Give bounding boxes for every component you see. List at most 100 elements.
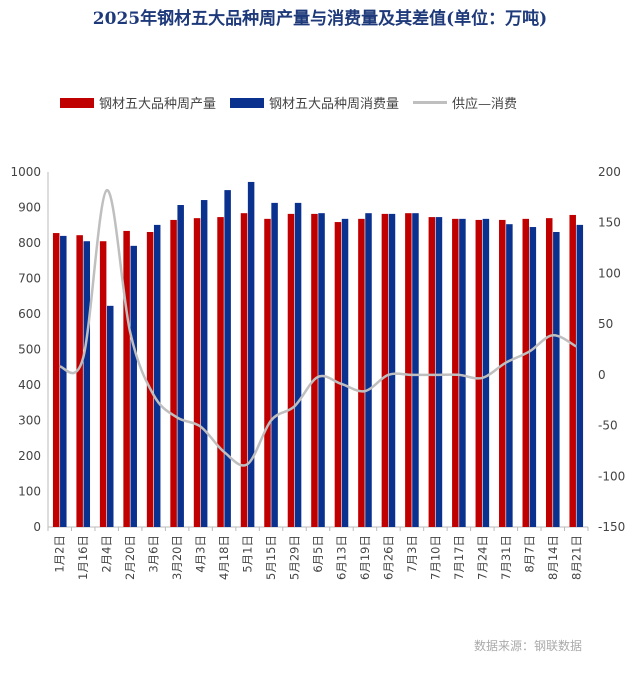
production-bar bbox=[358, 218, 365, 528]
consumption-bar bbox=[388, 213, 396, 527]
consumption-bar bbox=[506, 224, 513, 527]
x-tick-label: 4月3日 bbox=[194, 535, 208, 573]
x-tick-label: 5月1日 bbox=[241, 535, 255, 573]
left-tick-label: 300 bbox=[18, 414, 41, 428]
production-bar bbox=[264, 218, 271, 528]
consumption-bar bbox=[529, 227, 537, 527]
right-tick-label: 50 bbox=[598, 317, 613, 331]
production-bar bbox=[146, 231, 154, 527]
x-tick-label: 2月4日 bbox=[100, 535, 114, 573]
left-tick-label: 400 bbox=[18, 378, 41, 392]
production-bar bbox=[475, 219, 483, 528]
consumption-bar bbox=[482, 218, 490, 528]
left-tick-label: 500 bbox=[18, 343, 41, 357]
x-tick-label: 1月16日 bbox=[76, 535, 90, 580]
x-tick-label: 7月31日 bbox=[499, 535, 513, 580]
consumption-bar bbox=[318, 213, 325, 527]
consumption-bar bbox=[271, 202, 278, 527]
consumption-bar bbox=[224, 190, 231, 528]
legend-item-consumption: 钢材五大品种周消费量 bbox=[230, 93, 399, 112]
production-bar bbox=[545, 218, 553, 527]
right-tick-label: 200 bbox=[598, 165, 621, 179]
right-tick-label: 150 bbox=[598, 216, 621, 230]
legend-swatch bbox=[413, 101, 448, 104]
production-bar bbox=[99, 241, 107, 527]
x-tick-label: 1月2日 bbox=[53, 535, 67, 573]
right-tick-label: -50 bbox=[598, 419, 618, 433]
consumption-bar bbox=[459, 218, 466, 528]
x-tick-label: 3月20日 bbox=[170, 535, 184, 580]
legend-label: 钢材五大品种周产量 bbox=[99, 97, 217, 112]
x-tick-label: 8月14日 bbox=[546, 535, 560, 580]
consumption-bar bbox=[177, 205, 184, 527]
consumption-bar bbox=[294, 202, 302, 527]
x-tick-label: 6月5日 bbox=[311, 535, 325, 573]
legend-item-production: 钢材五大品种周产量 bbox=[60, 93, 216, 112]
production-bar bbox=[217, 217, 224, 527]
production-bar bbox=[381, 213, 389, 527]
x-tick-label: 5月15日 bbox=[264, 535, 278, 580]
x-tick-label: 7月10日 bbox=[428, 535, 442, 580]
consumption-bar bbox=[130, 245, 137, 527]
source-note: 数据来源：钢联数据 bbox=[473, 639, 582, 653]
difference-line bbox=[59, 188, 577, 467]
production-bar bbox=[522, 218, 530, 528]
consumption-bar bbox=[553, 231, 560, 527]
legend-label: 供应—消费 bbox=[452, 97, 518, 112]
left-tick-label: 600 bbox=[18, 307, 41, 321]
production-bar bbox=[123, 230, 130, 527]
consumption-bar bbox=[412, 213, 419, 527]
production-bar bbox=[334, 222, 342, 527]
legend-label: 钢材五大品种周消费量 bbox=[269, 97, 400, 112]
left-tick-label: 900 bbox=[18, 201, 41, 215]
x-tick-label: 8月21日 bbox=[569, 535, 583, 580]
consumption-bar bbox=[83, 241, 91, 527]
production-bar bbox=[499, 219, 506, 528]
x-tick-label: 6月26日 bbox=[381, 535, 395, 580]
left-tick-label: 1000 bbox=[10, 165, 41, 179]
x-tick-label: 7月17日 bbox=[452, 535, 466, 580]
left-tick-label: 700 bbox=[18, 272, 41, 286]
chart-title: 2025年钢材五大品种周产量与消费量及其差值(单位：万吨) bbox=[92, 9, 548, 29]
right-tick-label: -100 bbox=[598, 469, 625, 483]
legend-swatch bbox=[60, 97, 94, 108]
x-tick-label: 6月19日 bbox=[358, 535, 372, 580]
left-tick-label: 800 bbox=[18, 236, 41, 250]
production-bar bbox=[311, 213, 318, 527]
production-bar bbox=[428, 217, 436, 527]
legend-swatch bbox=[230, 97, 265, 108]
x-tick-label: 3月6日 bbox=[147, 535, 161, 573]
x-tick-label: 6月13日 bbox=[334, 535, 348, 580]
consumption-bar bbox=[341, 218, 349, 528]
x-tick-label: 7月3日 bbox=[405, 535, 419, 573]
consumption-bar bbox=[435, 217, 443, 527]
production-bar bbox=[287, 213, 295, 527]
production-bar bbox=[569, 214, 576, 527]
production-bar bbox=[240, 213, 248, 527]
consumption-bar bbox=[247, 181, 255, 527]
legend-item-difference: 供应—消费 bbox=[413, 93, 517, 112]
x-tick-label: 7月24日 bbox=[475, 535, 489, 580]
consumption-bar bbox=[106, 305, 114, 527]
right-tick-label: 0 bbox=[598, 368, 606, 382]
left-tick-label: 200 bbox=[18, 449, 41, 463]
x-tick-label: 8月7日 bbox=[522, 535, 536, 573]
right-tick-label: -150 bbox=[598, 520, 625, 534]
legend: 钢材五大品种周产量 钢材五大品种周消费量 供应—消费 bbox=[60, 93, 517, 112]
right-tick-label: 100 bbox=[598, 266, 621, 280]
production-bar bbox=[52, 233, 60, 527]
consumption-bar bbox=[365, 213, 372, 527]
production-bar bbox=[170, 219, 177, 528]
production-bar bbox=[452, 218, 459, 528]
left-tick-label: 0 bbox=[33, 520, 41, 534]
x-tick-label: 4月18日 bbox=[217, 535, 231, 580]
production-bar bbox=[405, 213, 412, 527]
consumption-bar bbox=[60, 235, 67, 527]
production-bar bbox=[193, 218, 201, 527]
left-tick-label: 100 bbox=[18, 485, 41, 499]
x-tick-label: 2月20日 bbox=[123, 535, 137, 580]
x-tick-label: 5月29日 bbox=[288, 535, 302, 580]
consumption-bar bbox=[153, 224, 161, 527]
production-bar bbox=[76, 235, 83, 527]
